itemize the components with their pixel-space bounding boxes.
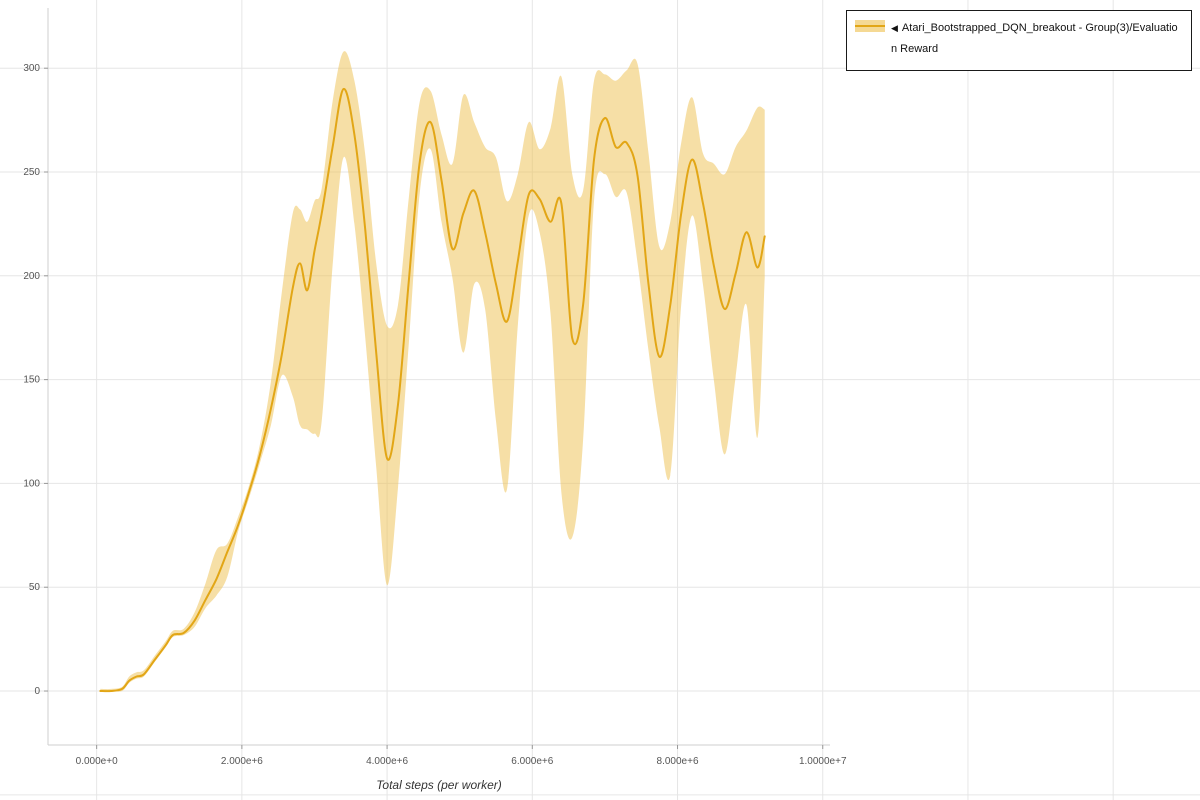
x-tick-label: 6.000e+6 (511, 756, 553, 767)
legend-collapse-icon[interactable]: ◀ (891, 23, 898, 33)
legend-label: ◀ Atari_Bootstrapped_DQN_breakout - Group… (891, 18, 1183, 61)
y-tick-label: 0 (34, 686, 40, 697)
series-color-swatch (855, 20, 885, 32)
legend-item[interactable]: ◀ Atari_Bootstrapped_DQN_breakout - Group… (846, 10, 1192, 71)
mean-line (99, 87, 766, 693)
x-tick-label: 4.000e+6 (366, 756, 408, 767)
line-swatch (855, 25, 885, 27)
series-name: Atari_Bootstrapped_DQN_breakout - Group(… (891, 22, 1178, 56)
y-axis-ticks: 0 50 100 150 200 250 300 (23, 63, 48, 697)
axes (47, 8, 830, 746)
y-tick-label: 250 (23, 167, 40, 178)
y-tick-label: 150 (23, 375, 40, 386)
x-tick-label: 0.000e+0 (76, 756, 118, 767)
x-tick-label: 2.000e+6 (221, 756, 263, 767)
x-axis-ticks: 0.000e+0 2.000e+6 4.000e+6 6.000e+6 8.000e+6… (76, 745, 847, 767)
x-tick-label: 8.000e+6 (657, 756, 699, 767)
x-axis-label: Total steps (per worker) (376, 778, 502, 792)
y-tick-label: 200 (23, 271, 40, 282)
y-tick-label: 100 (23, 478, 40, 489)
y-tick-label: 300 (23, 63, 40, 74)
x-tick-label: 1.0000e+7 (799, 756, 847, 767)
y-tick-label: 50 (29, 582, 41, 593)
